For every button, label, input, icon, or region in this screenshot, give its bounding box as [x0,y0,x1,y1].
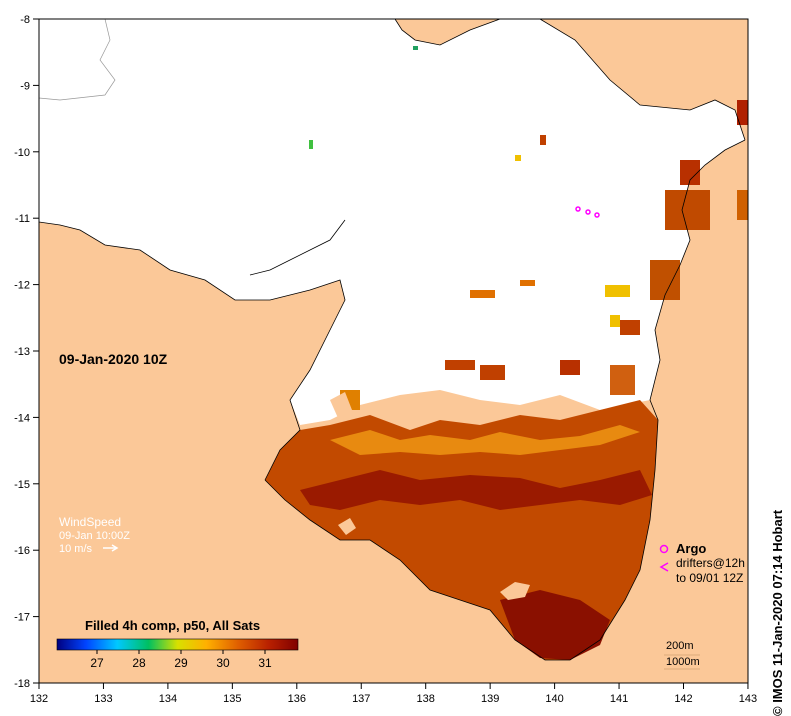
colorbar-tick-label: 29 [174,656,188,670]
x-tick-label: 136 [288,693,306,705]
x-tick-label: 132 [30,693,48,705]
wind-title: WindSpeed [59,515,122,529]
x-tick-label: 137 [352,693,370,705]
drifters-label-1: drifters@12h [676,556,745,570]
argo-icon [659,544,669,554]
sst-patch [680,160,700,185]
sst-cool-north [330,425,640,455]
sst-patch [445,360,475,370]
sst-patch [309,140,313,149]
argo-label: Argo [676,541,707,556]
y-tick-label: -9 [20,80,30,92]
wind-arrow [103,544,119,552]
y-tick-label: -8 [20,14,30,26]
coastline [39,19,116,101]
sst-patch [540,135,546,145]
x-tick-label: 139 [481,693,499,705]
colorbar-ticks: 27 28 29 30 31 [90,650,272,670]
drifter-icon [659,562,669,572]
sst-patch [470,290,495,298]
sst-patch [737,190,748,220]
island [500,582,530,600]
wind-scale: 10 m/s [59,543,93,555]
x-tick-label: 141 [610,693,628,705]
depth-200m-label: 200m [666,640,694,652]
colorbar [56,638,299,651]
y-tick-label: -16 [14,545,30,557]
sst-patch [480,365,505,380]
sst-patch [620,320,640,335]
x-tick-label: 140 [545,693,563,705]
x-axis-ticks: 132 133 134 135 136 137 138 139 140 141 142 143 [30,683,757,705]
sst-patch [515,155,521,161]
y-tick-label: -13 [14,346,30,358]
x-tick-label: 142 [674,693,692,705]
y-tick-label: -11 [15,213,30,225]
y-tick-label: -18 [14,678,30,690]
y-tick-label: -12 [14,280,30,292]
island [330,392,352,418]
island [338,518,356,535]
coastline [39,221,346,481]
wind-time: 09-Jan 10:00Z [59,530,130,542]
x-tick-label: 134 [159,693,177,705]
sst-patch [610,315,620,327]
copyright-text: © IMOS 11-Jan-2020 07:14 Hobart [770,509,785,716]
x-tick-label: 133 [94,693,112,705]
colorbar-tick-label: 31 [258,656,272,670]
coastline [394,19,746,141]
ocean-no-data [39,19,745,425]
sst-patch [605,285,630,297]
sst-warm-core [300,470,652,510]
sst-patch [610,365,635,395]
colorbar-tick-label: 30 [216,656,230,670]
colorbar-tick-label: 27 [90,656,104,670]
y-tick-label: -10 [14,147,30,159]
y-tick-label: -15 [14,479,30,491]
y-tick-label: -17 [14,612,30,624]
sst-patch [413,46,418,50]
y-axis-ticks: -8 -9 -10 -11 -12 -13 -14 -15 -16 -17 -18 [14,14,39,690]
colorbar-title: Filled 4h comp, p50, All Sats [85,618,261,633]
argo-floats [575,206,600,218]
sst-patch [520,280,535,286]
sst-patch [560,360,580,375]
coastline [264,139,746,661]
sst-patch [665,190,710,230]
x-tick-label: 135 [223,693,241,705]
sst-patch [650,260,680,300]
sst-patch [737,100,748,125]
x-tick-label: 143 [739,693,757,705]
date-label: 09-Jan-2020 10Z [59,351,168,367]
coastline [249,219,346,276]
depth-1000m-label: 1000m [666,656,700,668]
y-tick-label: -14 [14,412,30,424]
colorbar-tick-label: 28 [132,656,146,670]
sst-warm-south [500,590,610,660]
x-tick-label: 138 [417,693,435,705]
drifters-label-2: to 09/01 12Z [676,571,744,585]
